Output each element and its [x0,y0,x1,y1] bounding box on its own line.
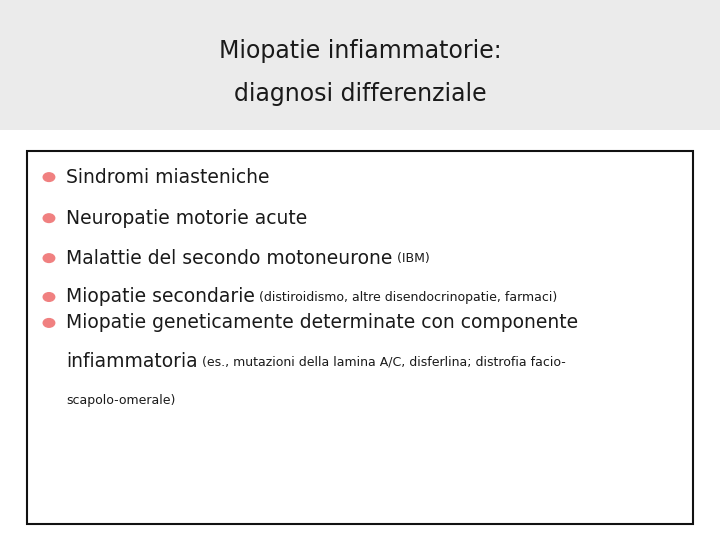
Bar [27,151,693,524]
Text: (IBM): (IBM) [392,252,429,265]
Text: Miopatie geneticamente determinate con componente: Miopatie geneticamente determinate con c… [66,313,578,333]
Text: Miopatie secondarie: Miopatie secondarie [66,287,255,307]
Circle shape [43,319,55,327]
Bar [0,0,720,130]
Circle shape [43,173,55,181]
Circle shape [43,254,55,262]
Text: infiammatoria: infiammatoria [66,352,198,372]
Circle shape [43,214,55,222]
Text: Miopatie infiammatorie:: Miopatie infiammatorie: [219,39,501,63]
Text: Neuropatie motorie acute: Neuropatie motorie acute [66,208,307,228]
Text: Sindromi miasteniche: Sindromi miasteniche [66,167,270,187]
Circle shape [43,293,55,301]
Text: (distiroidismo, altre disendocrinopatie, farmaci): (distiroidismo, altre disendocrinopatie,… [255,291,557,303]
Text: scapolo-omerale): scapolo-omerale) [66,394,176,407]
Text: Malattie del secondo motoneurone: Malattie del secondo motoneurone [66,248,392,268]
Text: diagnosi differenziale: diagnosi differenziale [234,83,486,106]
Text: (es., mutazioni della lamina A/C, disferlina; distrofia facio-: (es., mutazioni della lamina A/C, disfer… [198,355,566,368]
